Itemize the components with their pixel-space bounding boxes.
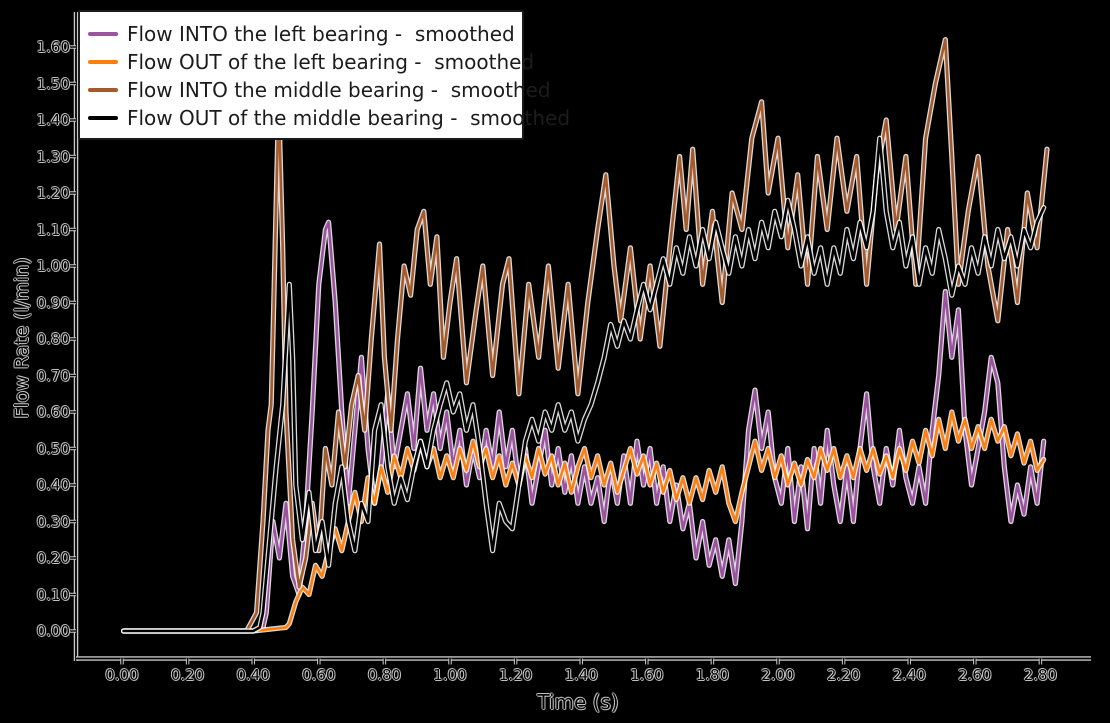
y-tick-label: 0.50	[36, 439, 70, 458]
y-tick-label: 0.20	[36, 549, 70, 567]
x-tick-label: 2.00	[761, 666, 795, 684]
legend-label: Flow OUT of the middle bearing - smoothe…	[127, 106, 571, 130]
legend-item-flow-out-middle-bearing: Flow OUT of the middle bearing - smoothe…	[88, 104, 570, 132]
y-tick-label: 0.80	[36, 330, 70, 348]
y-tick-label: 1.10	[36, 220, 70, 239]
x-tick-label: 0.40	[236, 666, 270, 684]
y-tick-label: 1.30	[36, 147, 70, 166]
legend-swatch-flow-into-left-bearing	[88, 32, 118, 36]
x-tick-label: 1.40	[564, 666, 598, 684]
y-tick-label: 0.40	[36, 476, 70, 494]
x-tick-label: 0.20	[170, 666, 205, 684]
legend-swatch-flow-out-left-bearing	[88, 60, 118, 64]
x-tick-label: 2.40	[892, 666, 926, 684]
y-axis-title: Flow Rate (l/min)	[11, 257, 33, 419]
x-tick-label: 1.60	[630, 666, 664, 684]
x-tick-label: 2.80	[1023, 666, 1058, 684]
y-tick-label: 0.90	[36, 293, 70, 312]
legend-swatch-flow-into-middle-bearing	[88, 88, 118, 92]
x-tick-label: 1.20	[498, 666, 533, 684]
x-tick-label: 1.80	[695, 666, 730, 684]
legend-swatch-flow-out-middle-bearing	[88, 116, 118, 120]
legend-item-flow-out-left-bearing: Flow OUT of the left bearing - smoothed	[88, 48, 534, 76]
y-tick-label: 1.00	[36, 257, 70, 275]
y-tick-label: 1.60	[36, 38, 70, 56]
y-tick-label: 0.00	[36, 622, 70, 640]
flow-out-left-bearing-line	[122, 410, 1045, 633]
x-tick-label: 0.60	[302, 666, 336, 684]
flow-out-middle-bearing-line	[122, 136, 1045, 633]
legend-label: Flow INTO the middle bearing - smoothed	[127, 78, 551, 102]
y-tick-label: 1.40	[36, 111, 70, 129]
y-tick-label: 0.10	[36, 585, 70, 604]
y-tick-label: 0.60	[36, 403, 70, 421]
legend-label: Flow INTO the left bearing - smoothed	[127, 22, 515, 46]
legend-box: Flow INTO the left bearing - smoothed Flo…	[78, 10, 570, 140]
x-axis-title: Time (s)	[537, 690, 619, 714]
y-tick-label: 1.50	[36, 74, 70, 93]
y-tick-label: 0.30	[36, 512, 70, 531]
series-lines	[120, 37, 1050, 634]
axis-ticks	[70, 45, 1043, 665]
y-tick-label: 0.70	[36, 366, 70, 385]
x-tick-label: 2.20	[826, 666, 861, 684]
y-tick-label: 1.20	[36, 184, 70, 202]
x-tick-label: 0.80	[367, 666, 402, 684]
legend-item-flow-into-middle-bearing: Flow INTO the middle bearing - smoothed	[88, 76, 551, 104]
x-tick-label: 2.60	[958, 666, 992, 684]
x-tick-label: 0.00	[105, 666, 139, 684]
flow-into-left-bearing-line	[122, 220, 1045, 633]
legend-item-flow-into-left-bearing: Flow INTO the left bearing - smoothed	[88, 20, 515, 48]
x-tick-label: 1.00	[433, 666, 467, 684]
legend-label: Flow OUT of the left bearing - smoothed	[127, 50, 535, 74]
